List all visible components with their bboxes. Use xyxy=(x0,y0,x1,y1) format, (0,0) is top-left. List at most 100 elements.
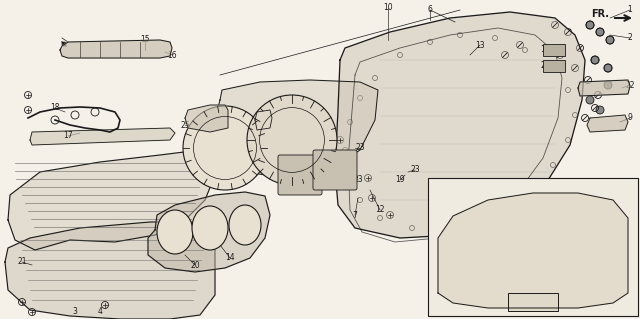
Polygon shape xyxy=(185,105,228,132)
Text: 1: 1 xyxy=(492,197,495,202)
Text: 23: 23 xyxy=(433,234,440,239)
Text: 1: 1 xyxy=(476,197,480,202)
Text: 18: 18 xyxy=(51,103,60,113)
Text: 23: 23 xyxy=(545,216,552,220)
Text: 11: 11 xyxy=(193,128,203,137)
Circle shape xyxy=(505,203,511,209)
Circle shape xyxy=(485,205,491,211)
Circle shape xyxy=(463,265,469,271)
Text: 23: 23 xyxy=(479,256,486,261)
Text: 1: 1 xyxy=(435,300,438,306)
Text: 23: 23 xyxy=(516,235,524,241)
Text: 22: 22 xyxy=(573,201,579,205)
Text: 8: 8 xyxy=(266,103,270,113)
Text: 23: 23 xyxy=(355,144,365,152)
Circle shape xyxy=(530,203,536,209)
Circle shape xyxy=(247,95,337,185)
Text: 21: 21 xyxy=(17,257,27,266)
Text: 2: 2 xyxy=(628,33,632,42)
Polygon shape xyxy=(255,110,272,130)
Text: 23: 23 xyxy=(410,166,420,174)
Polygon shape xyxy=(148,192,270,272)
Text: 23: 23 xyxy=(497,254,504,258)
Text: 9: 9 xyxy=(628,114,632,122)
Polygon shape xyxy=(438,193,628,308)
Circle shape xyxy=(443,237,449,243)
Circle shape xyxy=(505,255,511,261)
Circle shape xyxy=(485,223,491,229)
Text: 12: 12 xyxy=(375,205,385,214)
Circle shape xyxy=(596,28,604,36)
Text: 16: 16 xyxy=(167,50,177,60)
Text: 6: 6 xyxy=(428,5,433,14)
Text: 15: 15 xyxy=(140,35,150,44)
Text: 17: 17 xyxy=(63,131,73,140)
Text: 23: 23 xyxy=(497,218,504,222)
Circle shape xyxy=(485,240,491,246)
Circle shape xyxy=(530,220,536,226)
Text: 1: 1 xyxy=(526,306,530,310)
Circle shape xyxy=(485,257,491,263)
Text: 20: 20 xyxy=(190,261,200,270)
Ellipse shape xyxy=(229,205,261,245)
Text: 1: 1 xyxy=(628,5,632,14)
Ellipse shape xyxy=(157,210,193,254)
Circle shape xyxy=(443,270,449,276)
Text: 1: 1 xyxy=(541,46,545,55)
Text: 23: 23 xyxy=(479,238,486,242)
Circle shape xyxy=(505,237,511,243)
FancyBboxPatch shape xyxy=(313,150,357,190)
Circle shape xyxy=(463,213,469,219)
Circle shape xyxy=(558,48,562,52)
Text: 23: 23 xyxy=(452,211,460,216)
Circle shape xyxy=(505,220,511,226)
Bar xyxy=(543,60,565,72)
Circle shape xyxy=(586,96,594,104)
Text: 5: 5 xyxy=(500,196,504,204)
Circle shape xyxy=(552,48,556,52)
Text: SM43-B1211F: SM43-B1211F xyxy=(509,305,557,311)
Circle shape xyxy=(604,64,612,72)
Circle shape xyxy=(606,36,614,44)
Text: 22: 22 xyxy=(625,80,635,90)
Circle shape xyxy=(463,247,469,253)
Text: 23: 23 xyxy=(600,234,607,239)
Circle shape xyxy=(546,48,550,52)
Polygon shape xyxy=(578,80,630,96)
Ellipse shape xyxy=(192,206,228,250)
Circle shape xyxy=(546,64,550,68)
Text: 23: 23 xyxy=(452,246,460,250)
Text: 22: 22 xyxy=(472,218,479,222)
Text: 23: 23 xyxy=(433,250,440,256)
Text: 10: 10 xyxy=(383,4,393,12)
Circle shape xyxy=(530,257,536,263)
Circle shape xyxy=(552,64,556,68)
Circle shape xyxy=(289,137,295,143)
Circle shape xyxy=(443,253,449,259)
Text: 2: 2 xyxy=(541,61,545,70)
Circle shape xyxy=(555,203,561,209)
Text: 3: 3 xyxy=(72,308,77,316)
Text: 23: 23 xyxy=(516,254,524,258)
Circle shape xyxy=(183,106,267,190)
Text: FR.: FR. xyxy=(591,9,609,19)
Text: 23: 23 xyxy=(584,235,591,241)
Polygon shape xyxy=(215,80,378,178)
Circle shape xyxy=(443,223,449,229)
Circle shape xyxy=(223,146,227,150)
Circle shape xyxy=(555,220,561,226)
Polygon shape xyxy=(60,40,172,58)
Polygon shape xyxy=(8,150,215,250)
Bar xyxy=(543,44,565,56)
Circle shape xyxy=(558,64,562,68)
Circle shape xyxy=(600,237,606,243)
Circle shape xyxy=(62,42,66,46)
Bar xyxy=(428,178,638,316)
Bar xyxy=(508,293,558,311)
Text: 23: 23 xyxy=(545,235,552,241)
Text: 23: 23 xyxy=(353,175,363,184)
Text: 23: 23 xyxy=(564,235,572,241)
Polygon shape xyxy=(5,222,215,319)
Text: 24: 24 xyxy=(503,181,513,189)
Text: 23: 23 xyxy=(600,213,607,219)
